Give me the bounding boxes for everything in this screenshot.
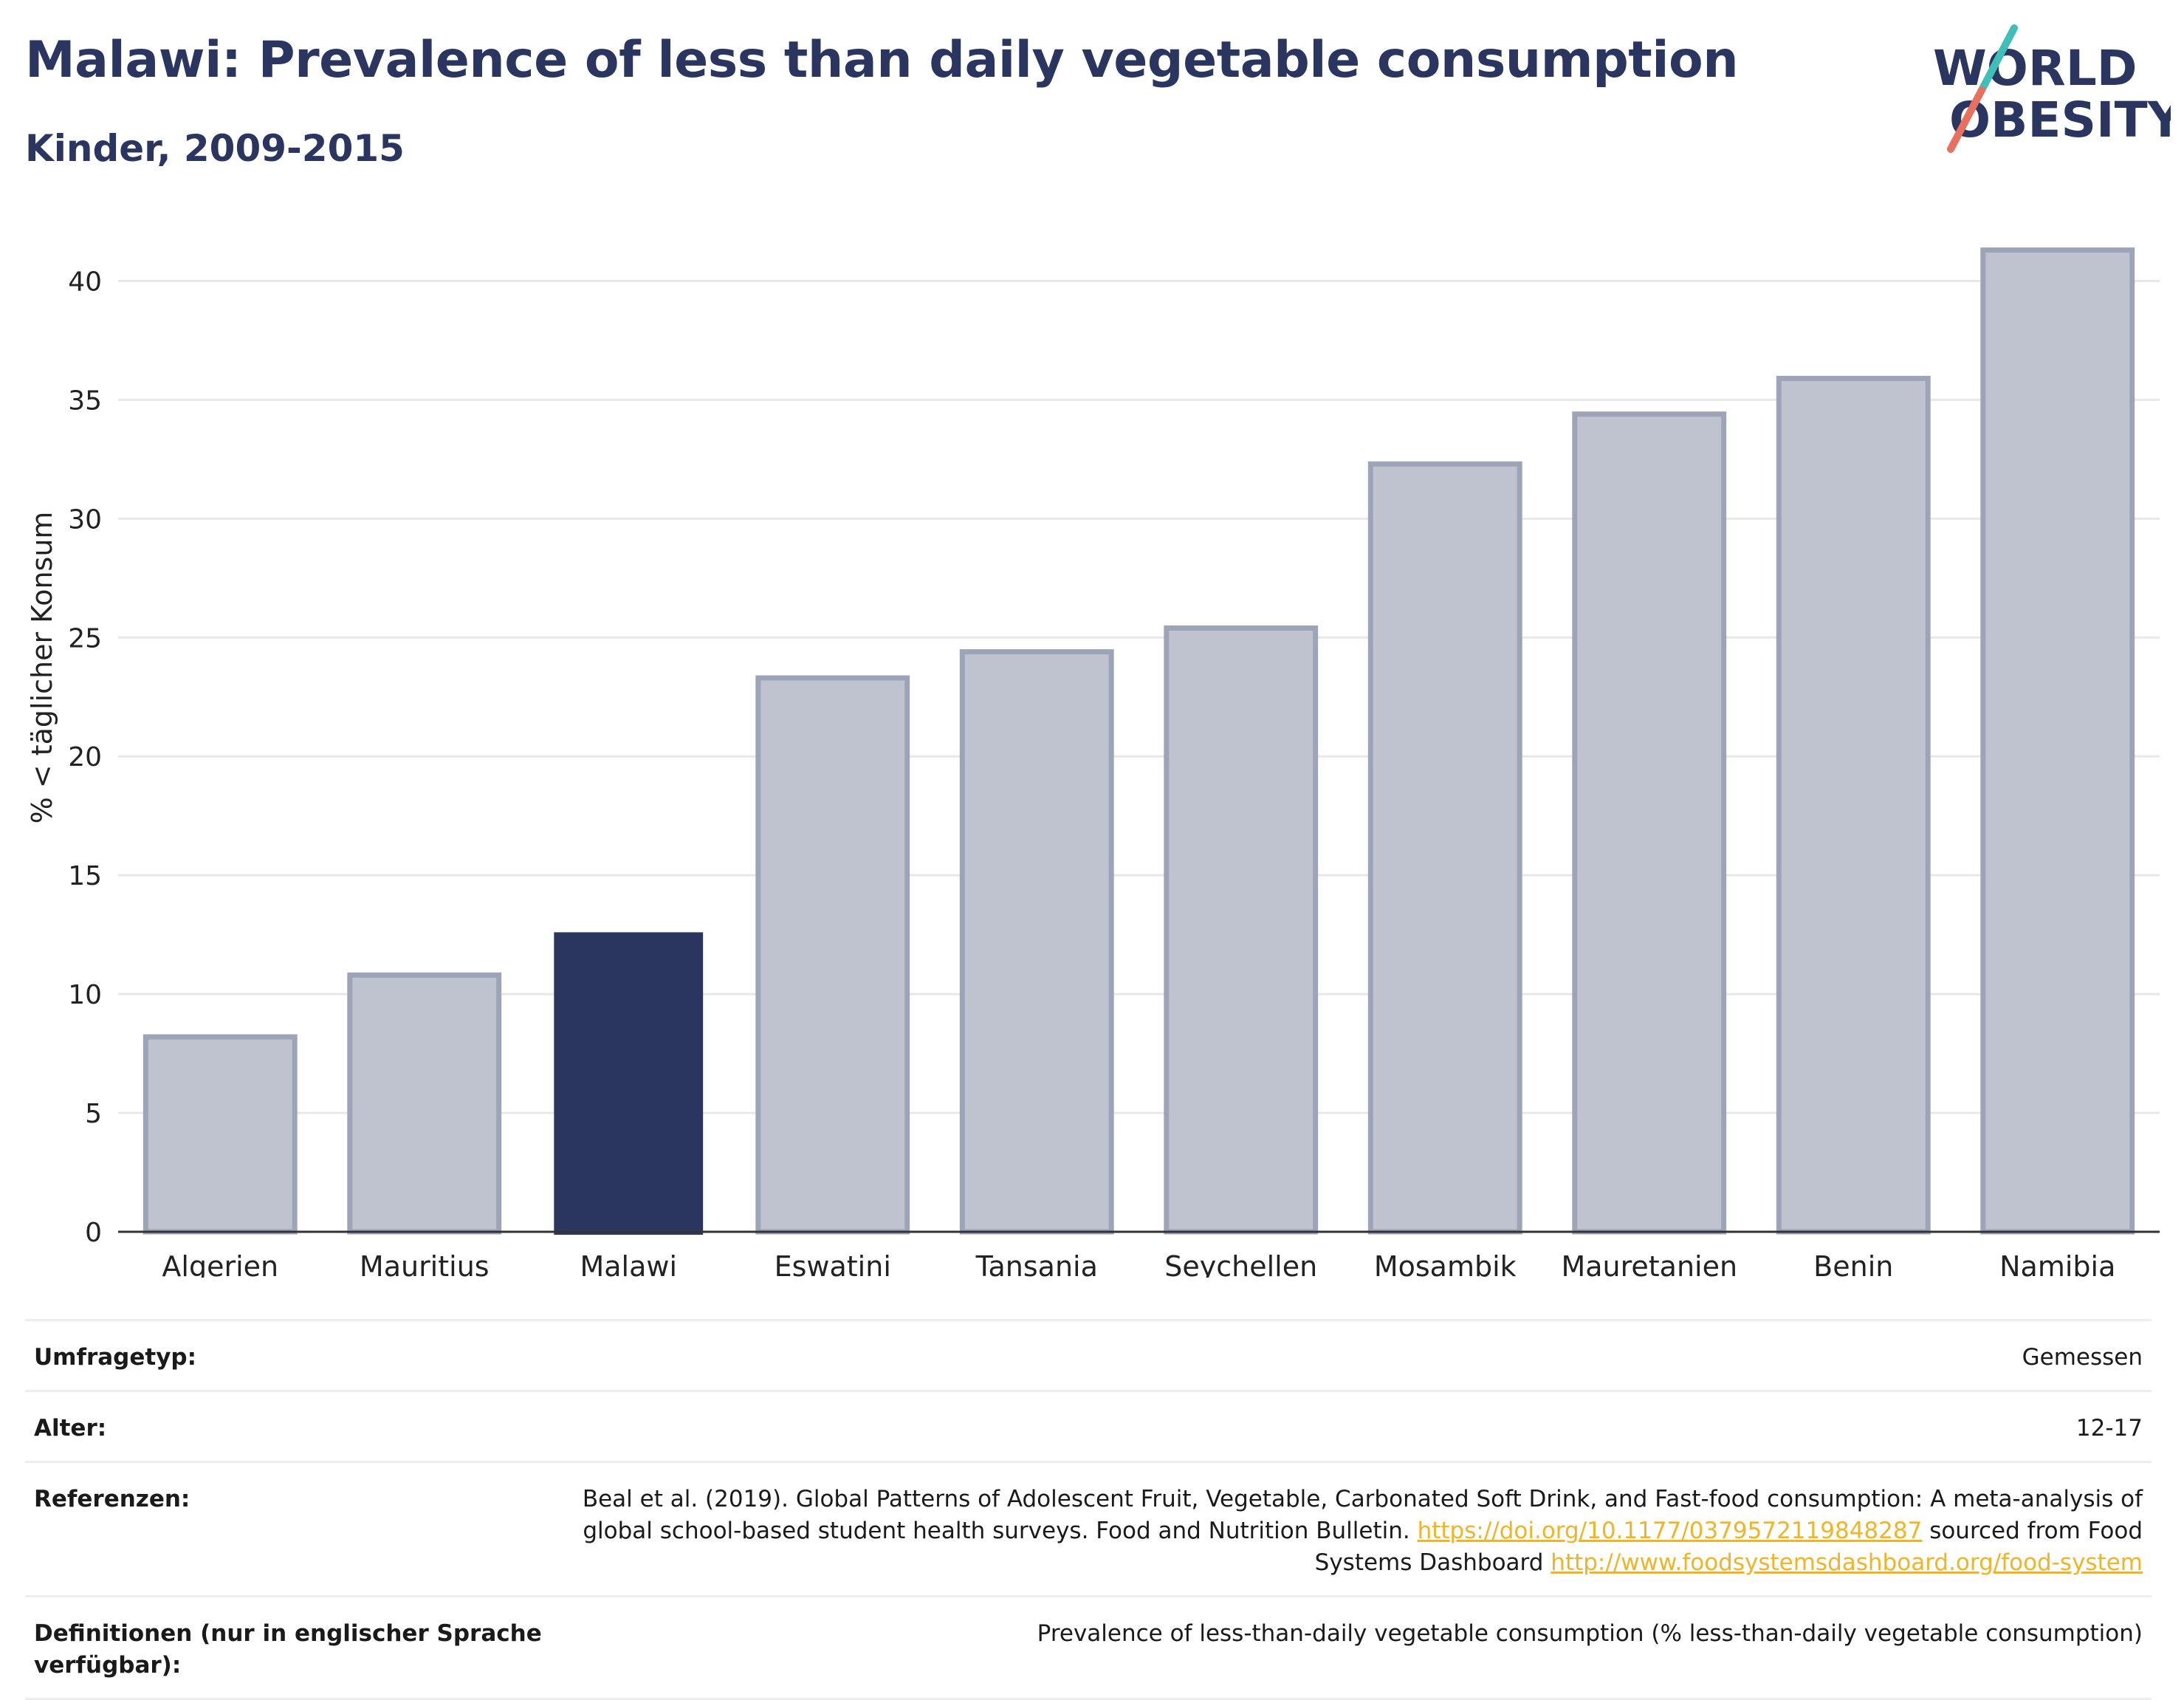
meta-row-definitions: Definitionen (nur in englischer Sprache … — [25, 1595, 2152, 1700]
bar-eswatini — [755, 675, 910, 1235]
x-tick-label: Algerien — [162, 1250, 278, 1278]
x-tick-label: Mauritius — [360, 1250, 490, 1278]
x-tick-label: Eswatini — [775, 1250, 891, 1278]
y-axis-ticks: 0 5 10 15 20 25 30 35 40 — [68, 267, 102, 1248]
x-tick-label: Seychellen — [1164, 1250, 1317, 1278]
meta-row-survey-type: Umfragetyp: Gemessen — [25, 1319, 2152, 1390]
meta-value-references: Beal et al. (2019). Global Patterns of A… — [566, 1484, 2143, 1579]
y-tick-label: 5 — [85, 1099, 102, 1129]
y-tick-label: 40 — [68, 267, 102, 297]
y-tick-label: 0 — [85, 1218, 102, 1248]
bar-namibia — [1980, 247, 2135, 1235]
meta-label: Alter: — [34, 1415, 107, 1442]
bar-tansania — [959, 649, 1114, 1235]
world-obesity-logo: WORLD OBESITY — [1933, 24, 2171, 153]
bar-algerien — [142, 1034, 298, 1235]
meta-value: 12-17 — [2075, 1415, 2143, 1442]
chart-subtitle: Kinder, 2009-2015 — [25, 127, 405, 170]
logo-slash-coral — [1947, 86, 1985, 153]
y-tick-label: 35 — [68, 385, 102, 416]
y-tick-label: 15 — [68, 861, 102, 891]
dashboard-link[interactable]: http://www.foodsystemsdashboard.org/food… — [1551, 1549, 2143, 1576]
reference-source-text: sourced from Food Systems Dashboard — [1314, 1518, 2143, 1576]
meta-label: Definitionen (nur in englischer Sprache … — [34, 1620, 542, 1679]
y-tick-label: 30 — [68, 504, 102, 535]
meta-value: Prevalence of less-than-daily vegetable … — [1037, 1620, 2143, 1647]
metadata-table: Umfragetyp: Gemessen Alter: 12-17 Refere… — [25, 1319, 2152, 1700]
y-tick-label: 10 — [68, 980, 102, 1010]
meta-row-age: Alter: 12-17 — [25, 1390, 2152, 1461]
bar-seychellen — [1164, 625, 1319, 1235]
bar-mauretanien — [1572, 411, 1727, 1235]
x-tick-label: Malawi — [580, 1250, 677, 1278]
logo-line2: OBESITY — [1949, 92, 2171, 148]
y-tick-label: 25 — [68, 623, 102, 654]
bars — [142, 247, 2135, 1235]
logo-line1: WORLD — [1933, 40, 2137, 97]
logo-slash-teal — [1978, 24, 2018, 94]
bar-mauritius — [347, 972, 502, 1235]
doi-link[interactable]: https://doi.org/10.1177/0379572119848287 — [1417, 1518, 1923, 1544]
x-tick-label: Tansania — [975, 1250, 1098, 1278]
bar-malawi — [554, 932, 704, 1235]
bar-benin — [1776, 375, 1931, 1235]
meta-row-references: Referenzen: Beal et al. (2019). Global P… — [25, 1461, 2152, 1595]
bar-chart: 0 5 10 15 20 25 30 35 40 Algerien Mauritius Malawi… — [26, 247, 2160, 1278]
x-tick-label: Benin — [1813, 1250, 1893, 1278]
y-tick-label: 20 — [68, 742, 102, 772]
bar-mosambik — [1367, 461, 1522, 1235]
y-axis-label: % < täglicher Konsum — [26, 512, 58, 824]
chart-title: Malawi: Prevalence of less than daily ve… — [25, 31, 1739, 89]
x-tick-label: Mauretanien — [1561, 1250, 1737, 1278]
reference-text: Beal et al. (2019). Global Patterns of A… — [582, 1486, 2143, 1544]
meta-value: Gemessen — [2022, 1344, 2143, 1371]
meta-label: Referenzen: — [34, 1486, 190, 1512]
x-axis-ticks: Algerien Mauritius Malawi Eswatini Tansania S… — [162, 1250, 2115, 1278]
x-tick-label: Namibia — [1999, 1250, 2115, 1278]
x-tick-label: Mosambik — [1374, 1250, 1517, 1278]
meta-label: Umfragetyp: — [34, 1344, 196, 1371]
